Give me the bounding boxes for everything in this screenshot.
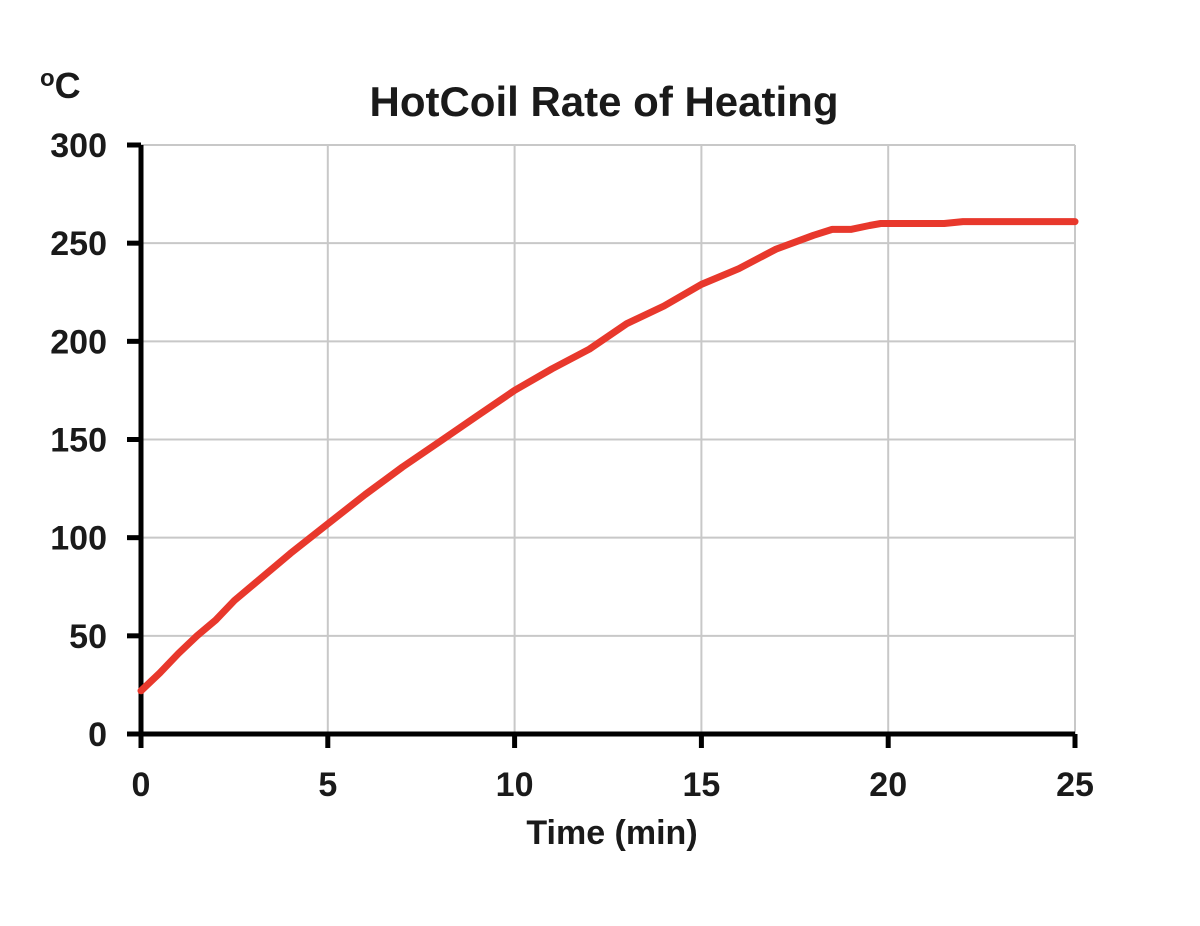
x-tick-label: 15	[682, 766, 720, 804]
series-line	[137, 218, 1079, 695]
y-tick-label: 100	[50, 520, 107, 558]
x-tick-label: 5	[318, 766, 337, 804]
series-group	[137, 218, 1079, 695]
y-tick-label: 0	[88, 716, 107, 754]
tick-labels: 0 50 100 150 200 250 300 0 5 10 15 20 25	[50, 127, 1094, 804]
x-tick-label: 20	[869, 766, 907, 804]
y-tick-label: 300	[50, 127, 107, 165]
y-tick-label: 150	[50, 422, 107, 460]
y-tick-label: 50	[69, 618, 107, 656]
y-axis-unit-label: oC	[40, 65, 81, 106]
axes	[127, 142, 1078, 748]
y-tick-label: 200	[50, 323, 107, 361]
x-tick-label: 0	[132, 766, 151, 804]
y-tick-label: 250	[50, 225, 107, 263]
x-tick-label: 25	[1056, 766, 1094, 804]
x-axis-label: Time (min)	[526, 814, 697, 852]
x-tick-label: 10	[496, 766, 534, 804]
gridlines	[141, 144, 1076, 734]
chart-title: HotCoil Rate of Heating	[370, 78, 839, 125]
